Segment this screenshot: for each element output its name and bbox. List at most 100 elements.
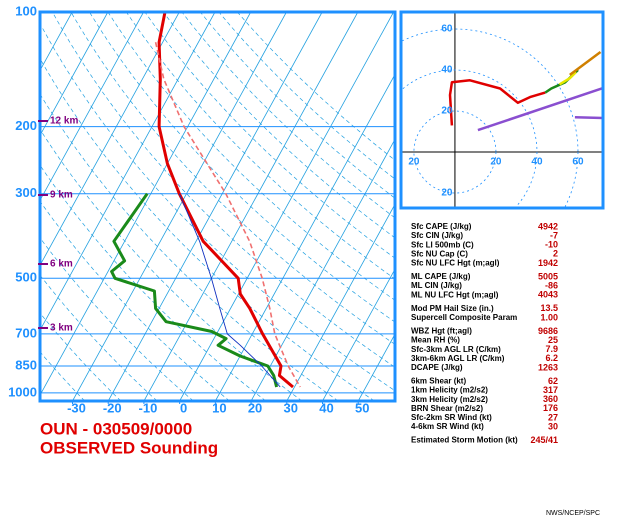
- param-value: -10: [545, 240, 558, 250]
- param-value: 7.9: [545, 344, 558, 354]
- height-label: 6 km: [50, 259, 73, 270]
- dry-adiabat: [40, 312, 122, 401]
- param-value: 25: [548, 335, 558, 345]
- hodo-ring: [401, 28, 579, 208]
- hodo-trace: [477, 86, 603, 132]
- isotherm: [40, 12, 252, 396]
- dry-adiabat: [40, 237, 194, 401]
- hodograph-frame: [399, 10, 605, 210]
- hodo-trace: [558, 71, 577, 86]
- isotherm: [40, 12, 109, 137]
- param-value: 1942: [538, 258, 558, 268]
- ring-label: 60: [572, 157, 584, 168]
- temperature-label: 50: [355, 400, 369, 415]
- isotherm: [107, 12, 323, 401]
- isotherm: [179, 12, 394, 401]
- param-value: -86: [545, 280, 558, 290]
- footer: NWS/NCEP/SPC: [546, 510, 600, 517]
- pressure-label: 200: [15, 118, 37, 133]
- temperature-label: -10: [139, 400, 158, 415]
- dry-adiabat: [70, 12, 395, 345]
- param-value: 27: [548, 412, 558, 422]
- temperature-label: -20: [103, 400, 122, 415]
- param-label: 1km Helicity (m2/s2): [411, 386, 488, 395]
- param-label: Sfc-3km AGL LR (C/km): [411, 345, 501, 354]
- skewt-plot: [40, 12, 395, 401]
- profile-line: [178, 193, 281, 388]
- param-label: Sfc CIN (J/kg): [411, 231, 463, 240]
- dry-adiabat: [218, 12, 395, 180]
- hodograph-plot: [401, 12, 603, 208]
- isotherm: [40, 12, 216, 332]
- ring-label: 40: [531, 157, 543, 168]
- height-label: 3 km: [50, 323, 73, 334]
- param-label: 4-6km SR Wind (kt): [411, 422, 484, 431]
- param-value: 62: [548, 376, 558, 386]
- param-value: 245/41: [530, 435, 558, 445]
- param-value: 5005: [538, 271, 558, 281]
- param-value: 13.5: [540, 303, 558, 313]
- param-label: Estimated Storm Motion (kt): [411, 436, 518, 445]
- temperature-label: 40: [319, 400, 333, 415]
- ring-label: 60: [441, 24, 453, 35]
- isotherm: [322, 268, 395, 401]
- dry-adiabat: [40, 164, 267, 401]
- param-label: ML CIN (J/kg): [411, 281, 462, 290]
- param-label: Sfc CAPE (J/kg): [411, 222, 472, 231]
- chart-subtitle: OBSERVED Sounding: [40, 438, 218, 457]
- profile-line: [157, 12, 294, 389]
- ring-label: 20: [441, 106, 453, 117]
- pressure-label: 850: [15, 357, 37, 372]
- param-value: 1.00: [540, 312, 558, 322]
- param-value: 1263: [538, 362, 558, 372]
- dry-adiabat: [40, 93, 339, 401]
- param-value: 6.2: [545, 353, 558, 363]
- param-label: Mean RH (%): [411, 336, 460, 345]
- pressure-label: 700: [15, 325, 37, 340]
- hodo-ring: [413, 110, 497, 194]
- profile-line: [154, 42, 301, 388]
- param-label: Sfc LI 500mb (C): [411, 240, 474, 249]
- param-label: BRN Shear (m2/s2): [411, 404, 483, 413]
- dry-adiabat: [144, 12, 395, 259]
- dry-adiabat: [40, 22, 395, 392]
- temperature-label: 30: [284, 400, 298, 415]
- chart-title: OUN - 030509/0000: [40, 419, 192, 438]
- ring-label: 20: [441, 188, 453, 199]
- param-label: 6km Shear (kt): [411, 377, 466, 386]
- temperature-label: 20: [248, 400, 262, 415]
- param-label: Mod PM Hail Size (in.): [411, 304, 494, 313]
- param-label: Sfc-2km SR Wind (kt): [411, 413, 492, 422]
- isotherm: [72, 12, 287, 401]
- pressure-label: 100: [15, 3, 37, 18]
- isotherm: [40, 12, 180, 267]
- param-value: 30: [548, 421, 558, 431]
- dry-adiabat: [52, 12, 395, 368]
- dry-adiabat: [181, 12, 395, 219]
- dry-adiabat: [89, 12, 395, 323]
- hodo-trace: [448, 79, 546, 126]
- hodo-ring: [401, 69, 538, 208]
- dry-adiabat: [40, 128, 303, 401]
- param-label: 3km Helicity (m2/s2): [411, 395, 488, 404]
- skewt-frame: [38, 10, 397, 403]
- hodo-trace: [574, 115, 603, 120]
- param-value: 2: [553, 249, 558, 259]
- param-value: -7: [550, 230, 558, 240]
- pressure-label: 1000: [8, 384, 37, 399]
- param-value: 4942: [538, 221, 558, 231]
- ring-label: 20: [408, 157, 420, 168]
- ring-label: 40: [441, 65, 453, 76]
- param-label: 3km-6km AGL LR (C/km): [411, 354, 505, 363]
- temperature-label: 0: [180, 400, 187, 415]
- temperature-label: -30: [67, 400, 86, 415]
- param-label: ML NU LFC Hgt (m;agl): [411, 290, 499, 299]
- isotherm: [250, 138, 395, 401]
- dry-adiabat: [107, 12, 395, 301]
- param-label: Sfc NU Cap (C): [411, 249, 468, 258]
- height-label: 12 km: [50, 116, 78, 127]
- param-value: 317: [543, 385, 558, 395]
- height-label: 9 km: [50, 190, 73, 201]
- isotherm: [40, 12, 144, 202]
